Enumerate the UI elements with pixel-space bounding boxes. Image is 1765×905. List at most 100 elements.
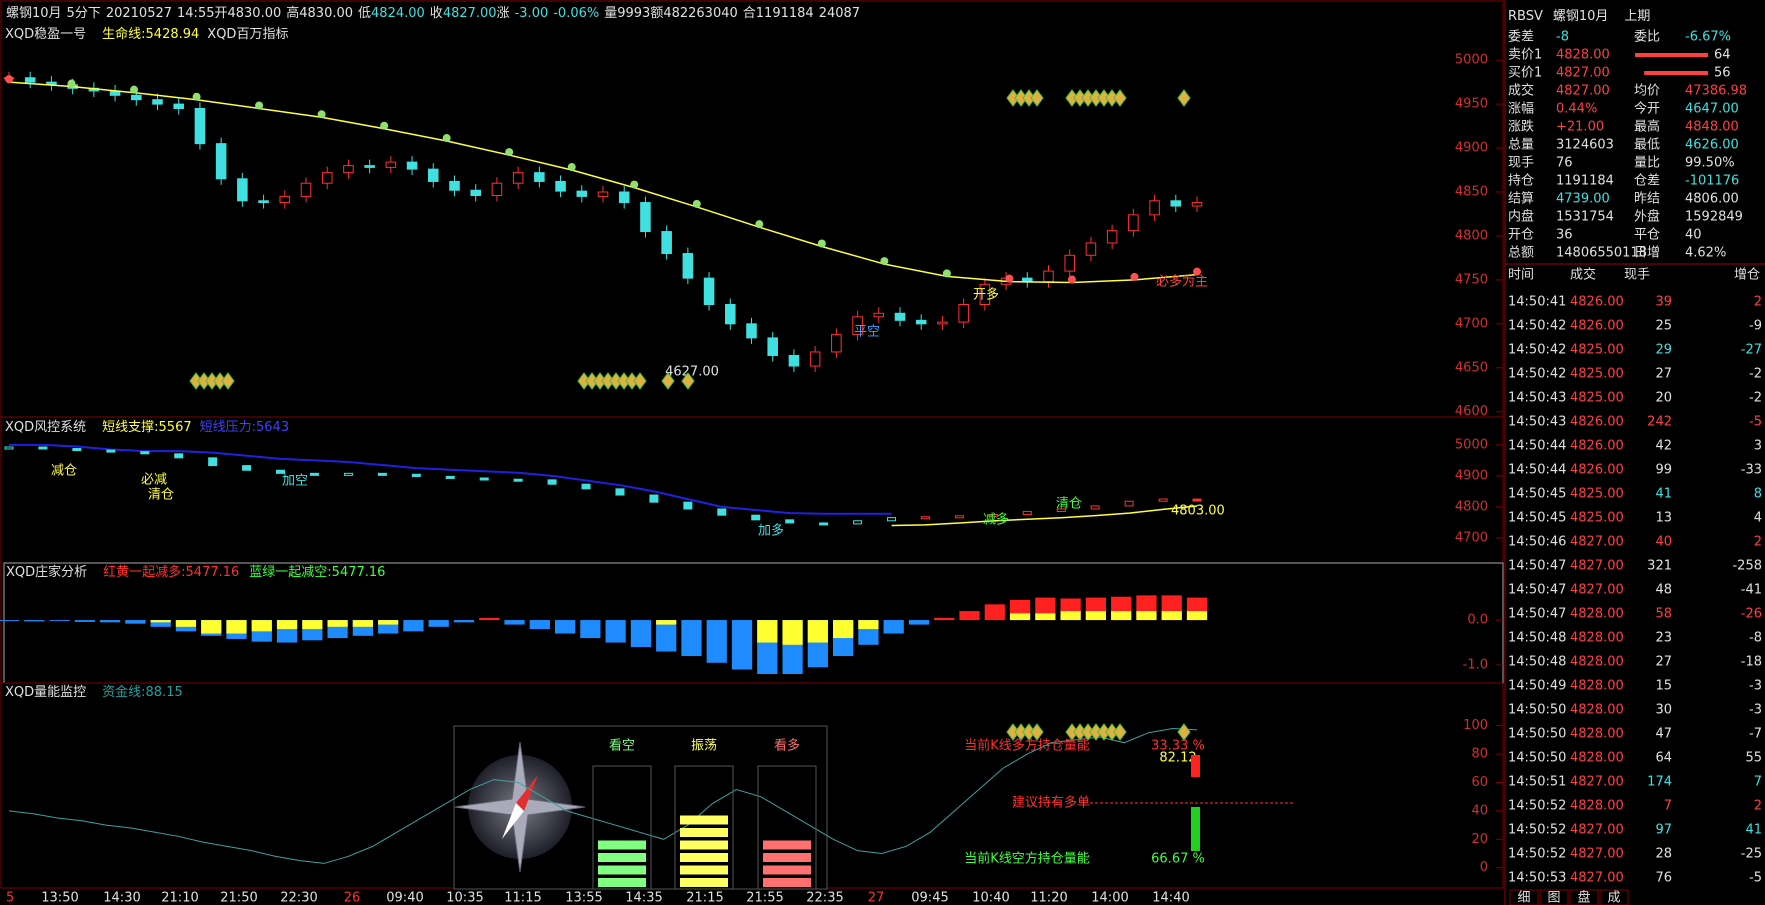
header-segment: 24087 xyxy=(819,6,860,21)
candle-body xyxy=(661,231,672,255)
trade-time: 14:50:46 xyxy=(1508,535,1566,550)
energy-label: 82.12 xyxy=(1159,751,1196,766)
dealer-overlay xyxy=(833,620,854,639)
gauge-stripe xyxy=(680,828,728,837)
candle-body xyxy=(852,316,863,335)
quote-value: 36 xyxy=(1556,228,1573,243)
trade-volume: 27 xyxy=(1655,367,1672,382)
signal-label: 减仓 xyxy=(51,464,77,479)
label: RBSV 螺钢10月 上期 xyxy=(1508,9,1650,24)
trade-price: 4828.00 xyxy=(1570,607,1624,622)
candle-body xyxy=(364,165,375,168)
header-bar: 螺钢10月 5分下 20210527 14:55开4830.00 高4830.00 低48… xyxy=(6,5,860,21)
candle-body xyxy=(1106,230,1118,244)
energy-label: 66.67 % xyxy=(1151,852,1205,867)
trade-time: 14:50:47 xyxy=(1508,559,1566,574)
gauge-stripe xyxy=(680,840,728,850)
trade-time: 14:50:42 xyxy=(1508,367,1566,382)
dealer-bar xyxy=(0,620,20,621)
signal-icon xyxy=(661,372,675,390)
risk-candle xyxy=(38,446,48,450)
dealer-overlay xyxy=(378,620,399,625)
candle-body xyxy=(512,172,524,184)
quote-label: 今开 xyxy=(1634,101,1660,117)
candle-body xyxy=(321,172,333,184)
tab[interactable] xyxy=(1569,889,1599,905)
quote-value: -101176 xyxy=(1685,174,1739,189)
risk-candle xyxy=(445,475,455,479)
long-energy-bar xyxy=(1191,755,1200,777)
trade-price: 4825.00 xyxy=(1570,391,1624,406)
trade-volume: 25 xyxy=(1655,319,1672,334)
dealer-bar xyxy=(49,620,70,621)
trade-volume: 39 xyxy=(1655,295,1672,310)
signal-icon xyxy=(681,372,695,390)
signal-label: 减多 xyxy=(983,512,1009,528)
dealer-overlay xyxy=(352,620,373,627)
chart-annotation: 4627.00 xyxy=(665,365,719,380)
dealer-overlay xyxy=(1136,611,1157,621)
risk-candle xyxy=(208,457,218,467)
compass-needle xyxy=(516,775,538,811)
tab-label[interactable]: 盘 xyxy=(1577,890,1590,905)
header-segment: 螺钢10月 xyxy=(6,6,62,21)
y-tick-label: -1.0 xyxy=(1463,658,1488,673)
quote-value: 3124603 xyxy=(1556,138,1614,153)
candle-body xyxy=(300,182,312,197)
label: XQD稳盈一号 生命线:5428.94 XQD百万指标 xyxy=(5,26,288,42)
life-dot xyxy=(67,79,76,88)
y-tick-label: 0.0 xyxy=(1467,613,1488,628)
dealer-overlay xyxy=(201,620,222,634)
risk-candle xyxy=(343,472,353,476)
candle-body xyxy=(873,312,885,318)
trade-time: 14:50:50 xyxy=(1508,727,1566,742)
dealer-overlay xyxy=(1060,611,1081,621)
tab-label[interactable]: 细 xyxy=(1517,891,1530,905)
trade-change: 7 xyxy=(1754,775,1762,790)
candle-body xyxy=(449,180,460,191)
trade-change: -258 xyxy=(1732,559,1762,574)
y-tick-label: 100 xyxy=(1463,718,1488,733)
candle-body xyxy=(703,277,715,305)
trade-header: 增仓 xyxy=(1734,268,1760,283)
life-dot xyxy=(630,180,639,189)
tab-label[interactable]: 图 xyxy=(1547,891,1560,905)
dealer-bar xyxy=(554,620,576,634)
tab[interactable] xyxy=(1509,889,1539,905)
dealer-bar xyxy=(580,620,601,639)
quote-label: 开仓 xyxy=(1508,228,1534,243)
trade-change: 55 xyxy=(1745,751,1762,766)
header-segment: 下 xyxy=(88,6,101,21)
gauge-stripe xyxy=(680,815,728,825)
y-tick-label: 4650 xyxy=(1455,360,1488,375)
tab[interactable] xyxy=(1539,889,1569,905)
signal-label: 加多 xyxy=(758,523,784,539)
trade-price: 4827.00 xyxy=(1570,823,1624,838)
label-part: XQD百万指标 xyxy=(207,27,288,42)
trade-price: 4825.00 xyxy=(1570,487,1624,502)
trade-volume: 174 xyxy=(1647,775,1672,790)
label-part: 短线支撑:5567 xyxy=(102,420,191,435)
risk-candle xyxy=(649,494,659,503)
dealer-bar xyxy=(706,620,727,663)
gauge-stripe xyxy=(763,865,811,875)
trade-change: -33 xyxy=(1741,463,1762,478)
trade-time: 14:50:48 xyxy=(1508,655,1566,670)
trade-header: 时间 xyxy=(1508,268,1534,283)
y-tick-label: 4900 xyxy=(1455,141,1488,156)
trade-time: 14:50:50 xyxy=(1508,703,1566,718)
quote-value: 99.50% xyxy=(1685,156,1735,171)
support-line xyxy=(891,505,1198,527)
dealer-overlay xyxy=(782,620,803,645)
header-segment: 收 xyxy=(430,6,443,21)
trade-price: 4828.00 xyxy=(1570,631,1624,646)
tab[interactable] xyxy=(1599,889,1629,905)
candle-body xyxy=(576,190,588,197)
trade-volume: 41 xyxy=(1655,487,1672,502)
x-tick-label: 21:10 xyxy=(161,891,198,905)
quote-label: 日增 xyxy=(1634,246,1660,261)
trade-price: 4826.00 xyxy=(1570,463,1624,478)
trade-change: -27 xyxy=(1741,343,1762,358)
tab-label[interactable]: 成 xyxy=(1607,891,1620,905)
